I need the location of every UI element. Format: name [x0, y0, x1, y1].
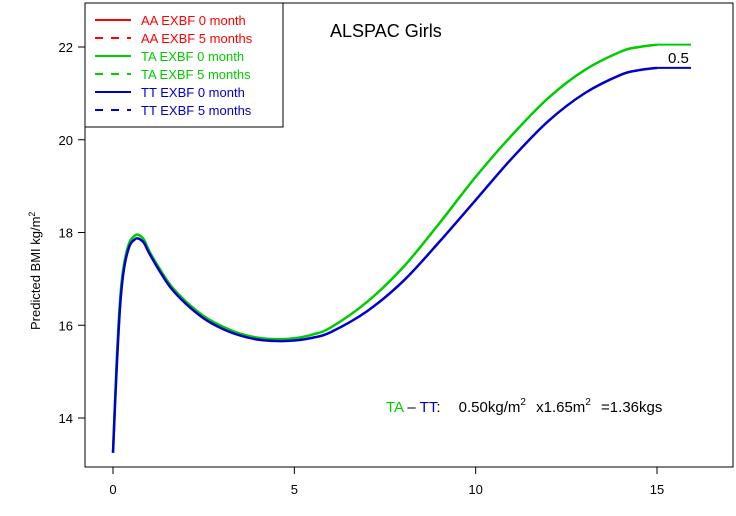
y-axis-label: Predicted BMI kg/m2: [27, 212, 43, 330]
x-tick-label: 5: [291, 482, 298, 497]
end-label: 0.5: [668, 50, 689, 67]
legend-label: AA EXBF 0 month: [141, 13, 246, 28]
series-line: [111, 66, 658, 453]
x-tick-label: 15: [650, 482, 664, 497]
legend-box: [84, 2, 284, 128]
annotation-colon: :: [436, 399, 440, 416]
y-tick-label: 14: [59, 411, 73, 426]
series-line: [111, 43, 658, 453]
annotation-tt: TT: [420, 399, 438, 416]
annotation-mult-sup: 2: [585, 397, 591, 408]
legend-label: TA EXBF 0 month: [141, 49, 244, 64]
y-tick-label: 20: [59, 133, 73, 148]
y-tick-label: 16: [59, 318, 73, 333]
annotation-result: =1.36kgs: [601, 399, 662, 416]
annotation-ta: TA: [386, 399, 404, 416]
legend-label: AA EXBF 5 months: [141, 31, 253, 46]
annotation-value: 0.50kg/m: [459, 399, 521, 416]
y-axis-label-sup: 2: [27, 212, 37, 217]
legend-items: AA EXBF 0 month AA EXBF 5 months TA EXBF 0…: [95, 13, 253, 118]
plot-frame: [84, 2, 734, 468]
legend-label: TA EXBF 5 months: [141, 67, 251, 82]
legend: AA EXBF 0 month AA EXBF 5 months TA EXBF 0…: [84, 2, 284, 128]
annotation-mult: x1.65m: [536, 399, 585, 416]
x-tick-label: 10: [468, 482, 482, 497]
difference-annotation: TA – TT: 0.50kg/m2 x1.65m2 =1.36kgs: [386, 392, 662, 416]
annotation-value-sup: 2: [520, 397, 526, 408]
x-tick-label: 0: [109, 482, 116, 497]
series-layer: [111, 43, 658, 453]
y-tick-label: 18: [59, 226, 73, 241]
annotation-dash: –: [407, 399, 416, 416]
chart-title: ALSPAC Girls: [330, 21, 442, 41]
y-tick-label: 22: [59, 40, 73, 55]
legend-label: TT EXBF 5 months: [141, 103, 252, 118]
endcap-layer: [657, 43, 691, 69]
legend-label: TT EXBF 0 month: [141, 85, 245, 100]
y-axis-label-main: Predicted BMI kg/m: [28, 217, 43, 330]
